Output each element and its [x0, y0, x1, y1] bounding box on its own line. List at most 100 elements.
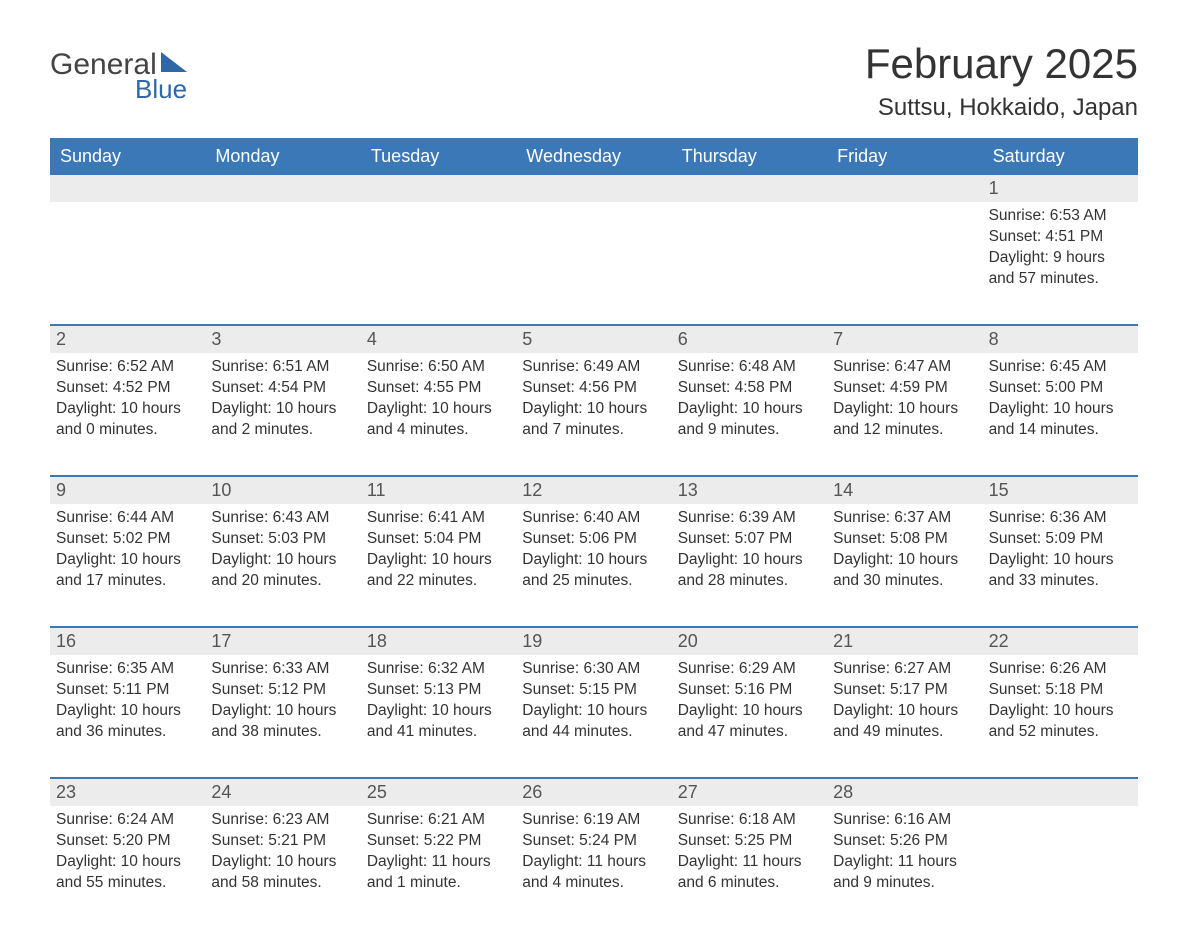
day-number: 9	[50, 477, 205, 504]
day-sunrise: Sunrise: 6:45 AM	[989, 357, 1130, 378]
day-dl2: and 52 minutes.	[989, 722, 1130, 743]
week-row: 2345678Sunrise: 6:52 AMSunset: 4:52 PMDa…	[50, 324, 1138, 449]
day-number: 18	[361, 628, 516, 655]
day-sunset: Sunset: 5:07 PM	[678, 529, 819, 550]
day-dl2: and 44 minutes.	[522, 722, 663, 743]
day-number: 21	[827, 628, 982, 655]
day-sunset: Sunset: 5:04 PM	[367, 529, 508, 550]
day-cell: Sunrise: 6:29 AMSunset: 5:16 PMDaylight:…	[672, 655, 827, 751]
day-dl2: and 2 minutes.	[211, 420, 352, 441]
day-cell: Sunrise: 6:53 AMSunset: 4:51 PMDaylight:…	[983, 202, 1138, 298]
day-sunset: Sunset: 4:59 PM	[833, 378, 974, 399]
day-cell	[516, 202, 671, 298]
logo-triangle-icon	[161, 52, 187, 72]
weekday-header-row: Sunday Monday Tuesday Wednesday Thursday…	[50, 138, 1138, 175]
day-sunrise: Sunrise: 6:39 AM	[678, 508, 819, 529]
day-dl2: and 7 minutes.	[522, 420, 663, 441]
month-title: February 2025	[865, 40, 1138, 88]
daynum-band: 9101112131415	[50, 477, 1138, 504]
day-cell	[672, 202, 827, 298]
day-dl1: Daylight: 9 hours	[989, 248, 1130, 269]
brand-text: General Blue	[50, 50, 187, 102]
day-number: 23	[50, 779, 205, 806]
day-sunset: Sunset: 5:17 PM	[833, 680, 974, 701]
day-cell: Sunrise: 6:26 AMSunset: 5:18 PMDaylight:…	[983, 655, 1138, 751]
day-cell	[827, 202, 982, 298]
day-cell: Sunrise: 6:49 AMSunset: 4:56 PMDaylight:…	[516, 353, 671, 449]
day-sunrise: Sunrise: 6:26 AM	[989, 659, 1130, 680]
day-sunrise: Sunrise: 6:29 AM	[678, 659, 819, 680]
day-dl2: and 33 minutes.	[989, 571, 1130, 592]
day-dl2: and 9 minutes.	[833, 873, 974, 894]
day-sunset: Sunset: 4:56 PM	[522, 378, 663, 399]
day-sunset: Sunset: 5:21 PM	[211, 831, 352, 852]
day-cell: Sunrise: 6:23 AMSunset: 5:21 PMDaylight:…	[205, 806, 360, 902]
day-cell: Sunrise: 6:51 AMSunset: 4:54 PMDaylight:…	[205, 353, 360, 449]
day-cell: Sunrise: 6:35 AMSunset: 5:11 PMDaylight:…	[50, 655, 205, 751]
day-number: 10	[205, 477, 360, 504]
day-dl2: and 36 minutes.	[56, 722, 197, 743]
day-cell: Sunrise: 6:32 AMSunset: 5:13 PMDaylight:…	[361, 655, 516, 751]
weekday-header: Thursday	[672, 138, 827, 175]
daynum-band: 232425262728	[50, 779, 1138, 806]
day-dl1: Daylight: 11 hours	[833, 852, 974, 873]
day-sunset: Sunset: 4:52 PM	[56, 378, 197, 399]
day-dl1: Daylight: 10 hours	[367, 550, 508, 571]
day-sunrise: Sunrise: 6:37 AM	[833, 508, 974, 529]
day-sunrise: Sunrise: 6:35 AM	[56, 659, 197, 680]
day-cell	[983, 806, 1138, 902]
day-sunset: Sunset: 4:58 PM	[678, 378, 819, 399]
weekday-header: Tuesday	[361, 138, 516, 175]
day-sunset: Sunset: 5:09 PM	[989, 529, 1130, 550]
day-cell	[205, 202, 360, 298]
day-sunrise: Sunrise: 6:24 AM	[56, 810, 197, 831]
day-number: 6	[672, 326, 827, 353]
day-cell: Sunrise: 6:47 AMSunset: 4:59 PMDaylight:…	[827, 353, 982, 449]
day-sunrise: Sunrise: 6:30 AM	[522, 659, 663, 680]
day-sunrise: Sunrise: 6:43 AM	[211, 508, 352, 529]
header: General Blue February 2025 Suttsu, Hokka…	[50, 40, 1138, 132]
day-sunrise: Sunrise: 6:23 AM	[211, 810, 352, 831]
day-sunset: Sunset: 5:08 PM	[833, 529, 974, 550]
day-cell: Sunrise: 6:44 AMSunset: 5:02 PMDaylight:…	[50, 504, 205, 600]
day-dl2: and 4 minutes.	[367, 420, 508, 441]
day-number: 17	[205, 628, 360, 655]
day-dl2: and 58 minutes.	[211, 873, 352, 894]
day-dl2: and 14 minutes.	[989, 420, 1130, 441]
day-sunset: Sunset: 5:02 PM	[56, 529, 197, 550]
day-number: 15	[983, 477, 1138, 504]
day-dl1: Daylight: 11 hours	[522, 852, 663, 873]
day-sunset: Sunset: 5:06 PM	[522, 529, 663, 550]
day-number	[672, 175, 827, 202]
day-cell	[361, 202, 516, 298]
day-number: 22	[983, 628, 1138, 655]
day-dl2: and 25 minutes.	[522, 571, 663, 592]
day-dl1: Daylight: 10 hours	[989, 701, 1130, 722]
day-dl1: Daylight: 10 hours	[678, 550, 819, 571]
day-sunrise: Sunrise: 6:40 AM	[522, 508, 663, 529]
weekday-header: Monday	[205, 138, 360, 175]
day-number	[827, 175, 982, 202]
day-sunset: Sunset: 5:11 PM	[56, 680, 197, 701]
day-number: 13	[672, 477, 827, 504]
day-sunset: Sunset: 5:13 PM	[367, 680, 508, 701]
day-sunset: Sunset: 5:20 PM	[56, 831, 197, 852]
day-cell: Sunrise: 6:41 AMSunset: 5:04 PMDaylight:…	[361, 504, 516, 600]
day-sunset: Sunset: 5:18 PM	[989, 680, 1130, 701]
day-sunrise: Sunrise: 6:21 AM	[367, 810, 508, 831]
day-number	[516, 175, 671, 202]
day-number: 27	[672, 779, 827, 806]
day-number	[983, 779, 1138, 806]
day-sunset: Sunset: 4:54 PM	[211, 378, 352, 399]
title-block: February 2025 Suttsu, Hokkaido, Japan	[865, 40, 1138, 132]
day-sunrise: Sunrise: 6:33 AM	[211, 659, 352, 680]
weeks-container: 1Sunrise: 6:53 AMSunset: 4:51 PMDaylight…	[50, 175, 1138, 902]
daynum-band: 1	[50, 175, 1138, 202]
day-dl2: and 9 minutes.	[678, 420, 819, 441]
day-dl2: and 55 minutes.	[56, 873, 197, 894]
day-cell: Sunrise: 6:24 AMSunset: 5:20 PMDaylight:…	[50, 806, 205, 902]
day-dl1: Daylight: 10 hours	[989, 399, 1130, 420]
day-dl2: and 47 minutes.	[678, 722, 819, 743]
day-sunrise: Sunrise: 6:27 AM	[833, 659, 974, 680]
day-sunrise: Sunrise: 6:16 AM	[833, 810, 974, 831]
